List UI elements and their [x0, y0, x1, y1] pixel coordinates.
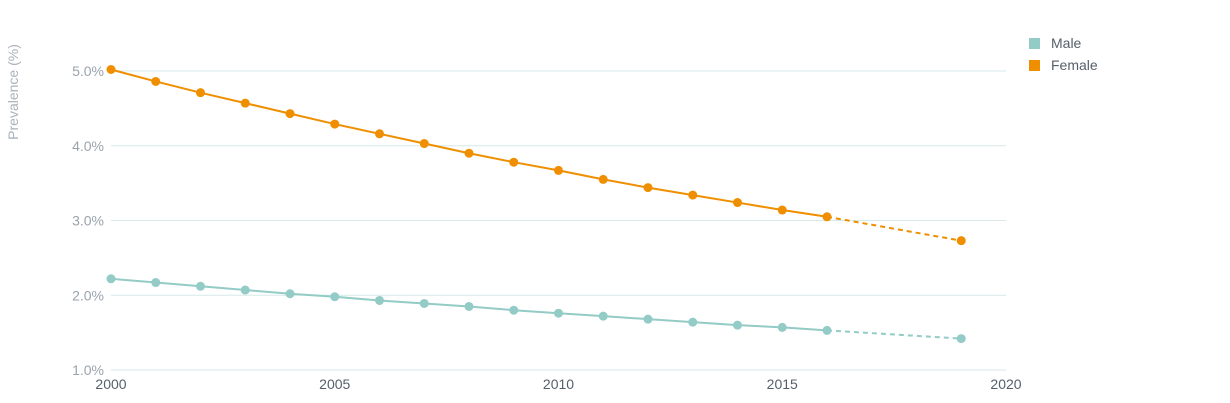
x-tick-label: 2015: [767, 376, 798, 392]
data-point[interactable]: [777, 205, 787, 215]
data-point[interactable]: [196, 88, 205, 98]
y-tick-label: 1.0%: [72, 362, 104, 378]
y-axis-label: Prevalence (%): [5, 44, 21, 140]
y-tick-label: 4.0%: [72, 138, 104, 154]
legend: Male Female: [1029, 32, 1098, 76]
data-point[interactable]: [330, 292, 340, 302]
data-point[interactable]: [554, 308, 563, 318]
series-line-projection: [826, 215, 962, 242]
data-point[interactable]: [509, 305, 519, 315]
data-point[interactable]: [106, 65, 116, 75]
data-point[interactable]: [509, 157, 519, 167]
series-line-projection: [826, 329, 962, 340]
data-point[interactable]: [733, 198, 742, 208]
y-tick-label: 2.0%: [72, 287, 104, 303]
data-point[interactable]: [777, 322, 787, 332]
data-point[interactable]: [688, 190, 698, 200]
data-point[interactable]: [688, 317, 698, 327]
data-point[interactable]: [375, 129, 384, 139]
y-axis-ticks: 1.0% 2.0% 3.0% 4.0% 5.0%: [72, 63, 104, 378]
data-point[interactable]: [956, 236, 966, 246]
data-point[interactable]: [554, 165, 563, 175]
data-point[interactable]: [598, 174, 608, 184]
x-tick-label: 2020: [990, 376, 1021, 392]
data-point[interactable]: [822, 212, 832, 222]
legend-label-male: Male: [1051, 35, 1082, 51]
y-tick-label: 3.0%: [72, 213, 104, 229]
series-line-solid: [110, 68, 828, 218]
legend-swatch-female: [1029, 59, 1040, 71]
legend-item-female[interactable]: Female: [1029, 54, 1098, 76]
data-point[interactable]: [240, 98, 250, 108]
data-point[interactable]: [240, 285, 250, 295]
data-point[interactable]: [733, 320, 742, 330]
data-point[interactable]: [285, 289, 295, 299]
data-point[interactable]: [464, 148, 474, 158]
data-point[interactable]: [419, 298, 429, 308]
series-male: [106, 274, 966, 344]
y-tick-label: 5.0%: [72, 63, 104, 79]
series-layer: [106, 65, 966, 344]
data-point[interactable]: [330, 119, 340, 129]
series-female: [106, 65, 966, 246]
x-tick-label: 2005: [319, 376, 350, 392]
legend-item-male[interactable]: Male: [1029, 32, 1098, 54]
data-point[interactable]: [643, 314, 653, 324]
gridlines: [111, 70, 1006, 371]
data-point[interactable]: [375, 295, 384, 305]
data-point[interactable]: [285, 109, 295, 119]
data-point[interactable]: [822, 325, 832, 335]
x-tick-label: 2000: [95, 376, 126, 392]
data-point[interactable]: [598, 311, 608, 321]
data-point[interactable]: [196, 281, 205, 291]
data-point[interactable]: [106, 274, 116, 284]
data-point[interactable]: [956, 334, 966, 344]
data-point[interactable]: [419, 139, 429, 149]
data-point[interactable]: [151, 278, 161, 288]
x-tick-label: 2010: [543, 376, 574, 392]
legend-label-female: Female: [1051, 57, 1098, 73]
data-point[interactable]: [464, 301, 474, 311]
data-point[interactable]: [643, 183, 653, 193]
x-axis-ticks: 2000 2005 2010 2015 2020: [95, 376, 1021, 392]
data-point[interactable]: [151, 76, 161, 86]
legend-swatch-male: [1029, 37, 1040, 49]
